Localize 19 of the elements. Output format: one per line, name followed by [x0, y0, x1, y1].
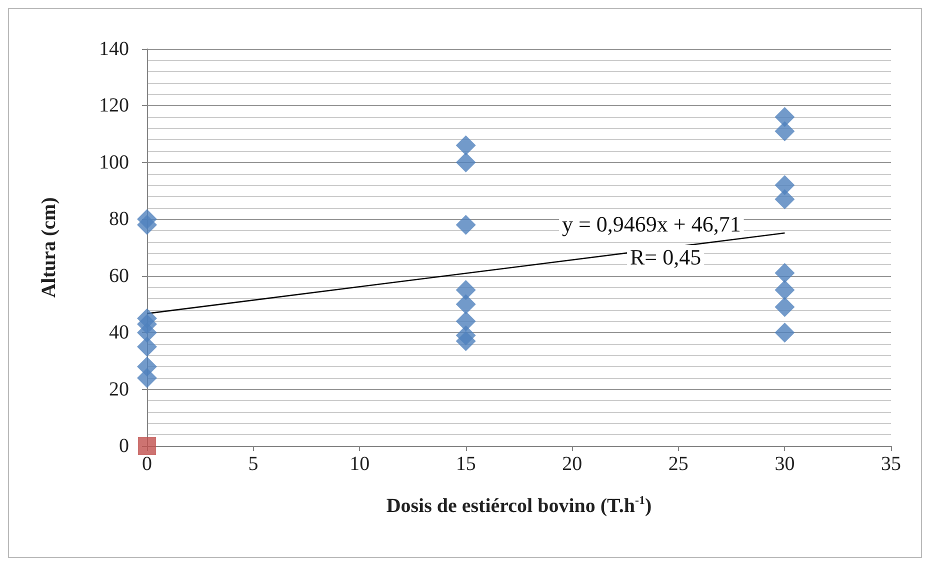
y-tick-label: 80	[109, 208, 129, 230]
annotation: R= 0,45	[630, 244, 702, 270]
y-tick-label: 40	[109, 322, 129, 344]
y-tick-label: 120	[99, 94, 129, 117]
x-tick-label: 5	[248, 453, 258, 475]
y-tick-label: 60	[109, 264, 129, 287]
y-tick-label: 140	[99, 38, 129, 60]
x-tick-label: 25	[668, 453, 688, 475]
x-tick-label: 15	[456, 453, 476, 475]
x-tick-label: 35	[881, 453, 901, 475]
annotation: y = 0,9469x + 46,71	[562, 212, 741, 236]
y-axis-title: Altura (cm)	[38, 197, 60, 298]
x-tick-label: 10	[350, 453, 370, 475]
y-tick-label: 0	[119, 435, 129, 457]
y-tick-label: 20	[109, 378, 129, 400]
y-tick-label: 100	[99, 151, 129, 174]
x-tick-label: 30	[774, 453, 795, 475]
x-tick-label: 20	[562, 453, 582, 475]
x-tick-label: 0	[142, 453, 152, 475]
